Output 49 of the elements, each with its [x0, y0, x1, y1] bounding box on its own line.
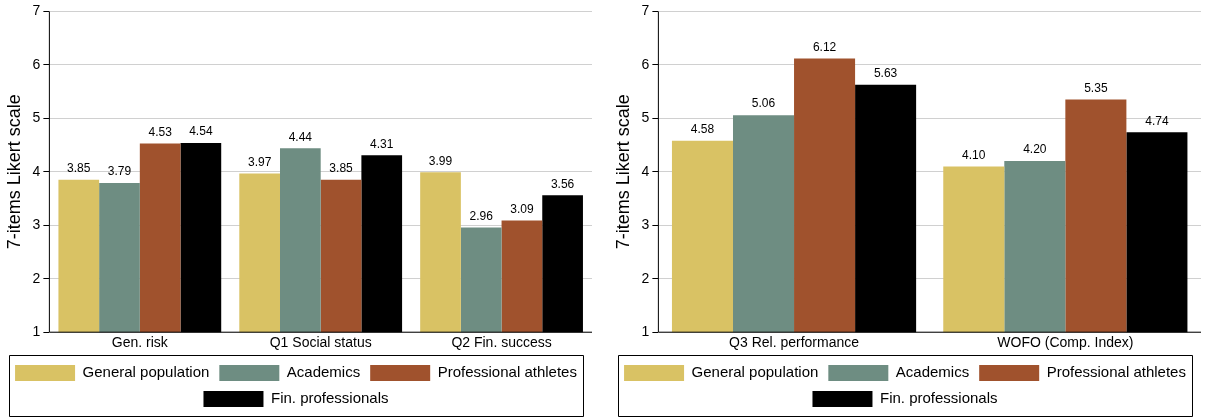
legend-label: Academics: [286, 363, 361, 381]
x-tick-label: WOFO (Comp. Index): [997, 334, 1134, 351]
y-tick-label: 6: [32, 55, 41, 72]
data-label: 3.79: [107, 164, 132, 179]
data-label: 3.56: [550, 176, 575, 191]
data-label: 4.44: [288, 129, 313, 144]
y-tick-label: 2: [32, 269, 41, 286]
data-label: 5.35: [1084, 80, 1108, 95]
data-label: 5.63: [873, 65, 898, 80]
data-label: 2.96: [469, 208, 494, 223]
y-tick-label: 3: [32, 216, 41, 233]
data-label: 4.10: [962, 147, 986, 162]
data-label: 5.06: [751, 96, 776, 111]
data-label: 3.85: [67, 161, 91, 176]
legend-label: Professional athletes: [1046, 363, 1186, 381]
data-label: 3.97: [247, 154, 272, 169]
legend-label: General population: [82, 363, 210, 381]
x-tick-label: Q3 Rel. performance: [729, 334, 860, 351]
data-label: 4.74: [1145, 113, 1169, 128]
y-tick-label: 1: [32, 323, 41, 340]
y-tick-label: 5: [641, 109, 650, 126]
y-tick-label: 4: [641, 162, 650, 179]
data-label: 3.09: [510, 201, 534, 216]
legend-label: General population: [691, 363, 819, 381]
legend-label: Academics: [895, 363, 970, 381]
legend-label: Fin. professionals: [879, 389, 998, 407]
x-tick-label: Q2 Fin. success: [451, 334, 552, 351]
x-tick-label: Q1 Social status: [269, 334, 372, 351]
legend-label: Professional athletes: [437, 363, 577, 381]
y-tick-label: 1: [641, 323, 650, 340]
y-tick-label: 7: [32, 2, 41, 19]
y-axis-title: 7-items Likert scale: [612, 94, 633, 250]
data-label: 4.53: [148, 124, 173, 139]
data-label: 3.85: [329, 161, 354, 176]
y-tick-label: 6: [641, 55, 650, 72]
data-label: 6.12: [812, 39, 837, 54]
y-tick-label: 3: [641, 216, 650, 233]
data-label: 4.58: [690, 122, 715, 137]
legend-label: Fin. professionals: [270, 389, 389, 407]
y-axis-title: 7-items Likert scale: [3, 94, 24, 250]
y-tick-label: 4: [32, 162, 41, 179]
data-label: 4.31: [370, 136, 394, 151]
x-tick-label: Gen. risk: [111, 334, 169, 351]
data-label: 4.20: [1023, 142, 1047, 157]
y-tick-label: 5: [32, 109, 41, 126]
y-tick-label: 7: [641, 2, 650, 19]
y-tick-label: 2: [641, 269, 650, 286]
data-label: 4.54: [189, 124, 213, 139]
data-label: 3.99: [428, 153, 453, 168]
